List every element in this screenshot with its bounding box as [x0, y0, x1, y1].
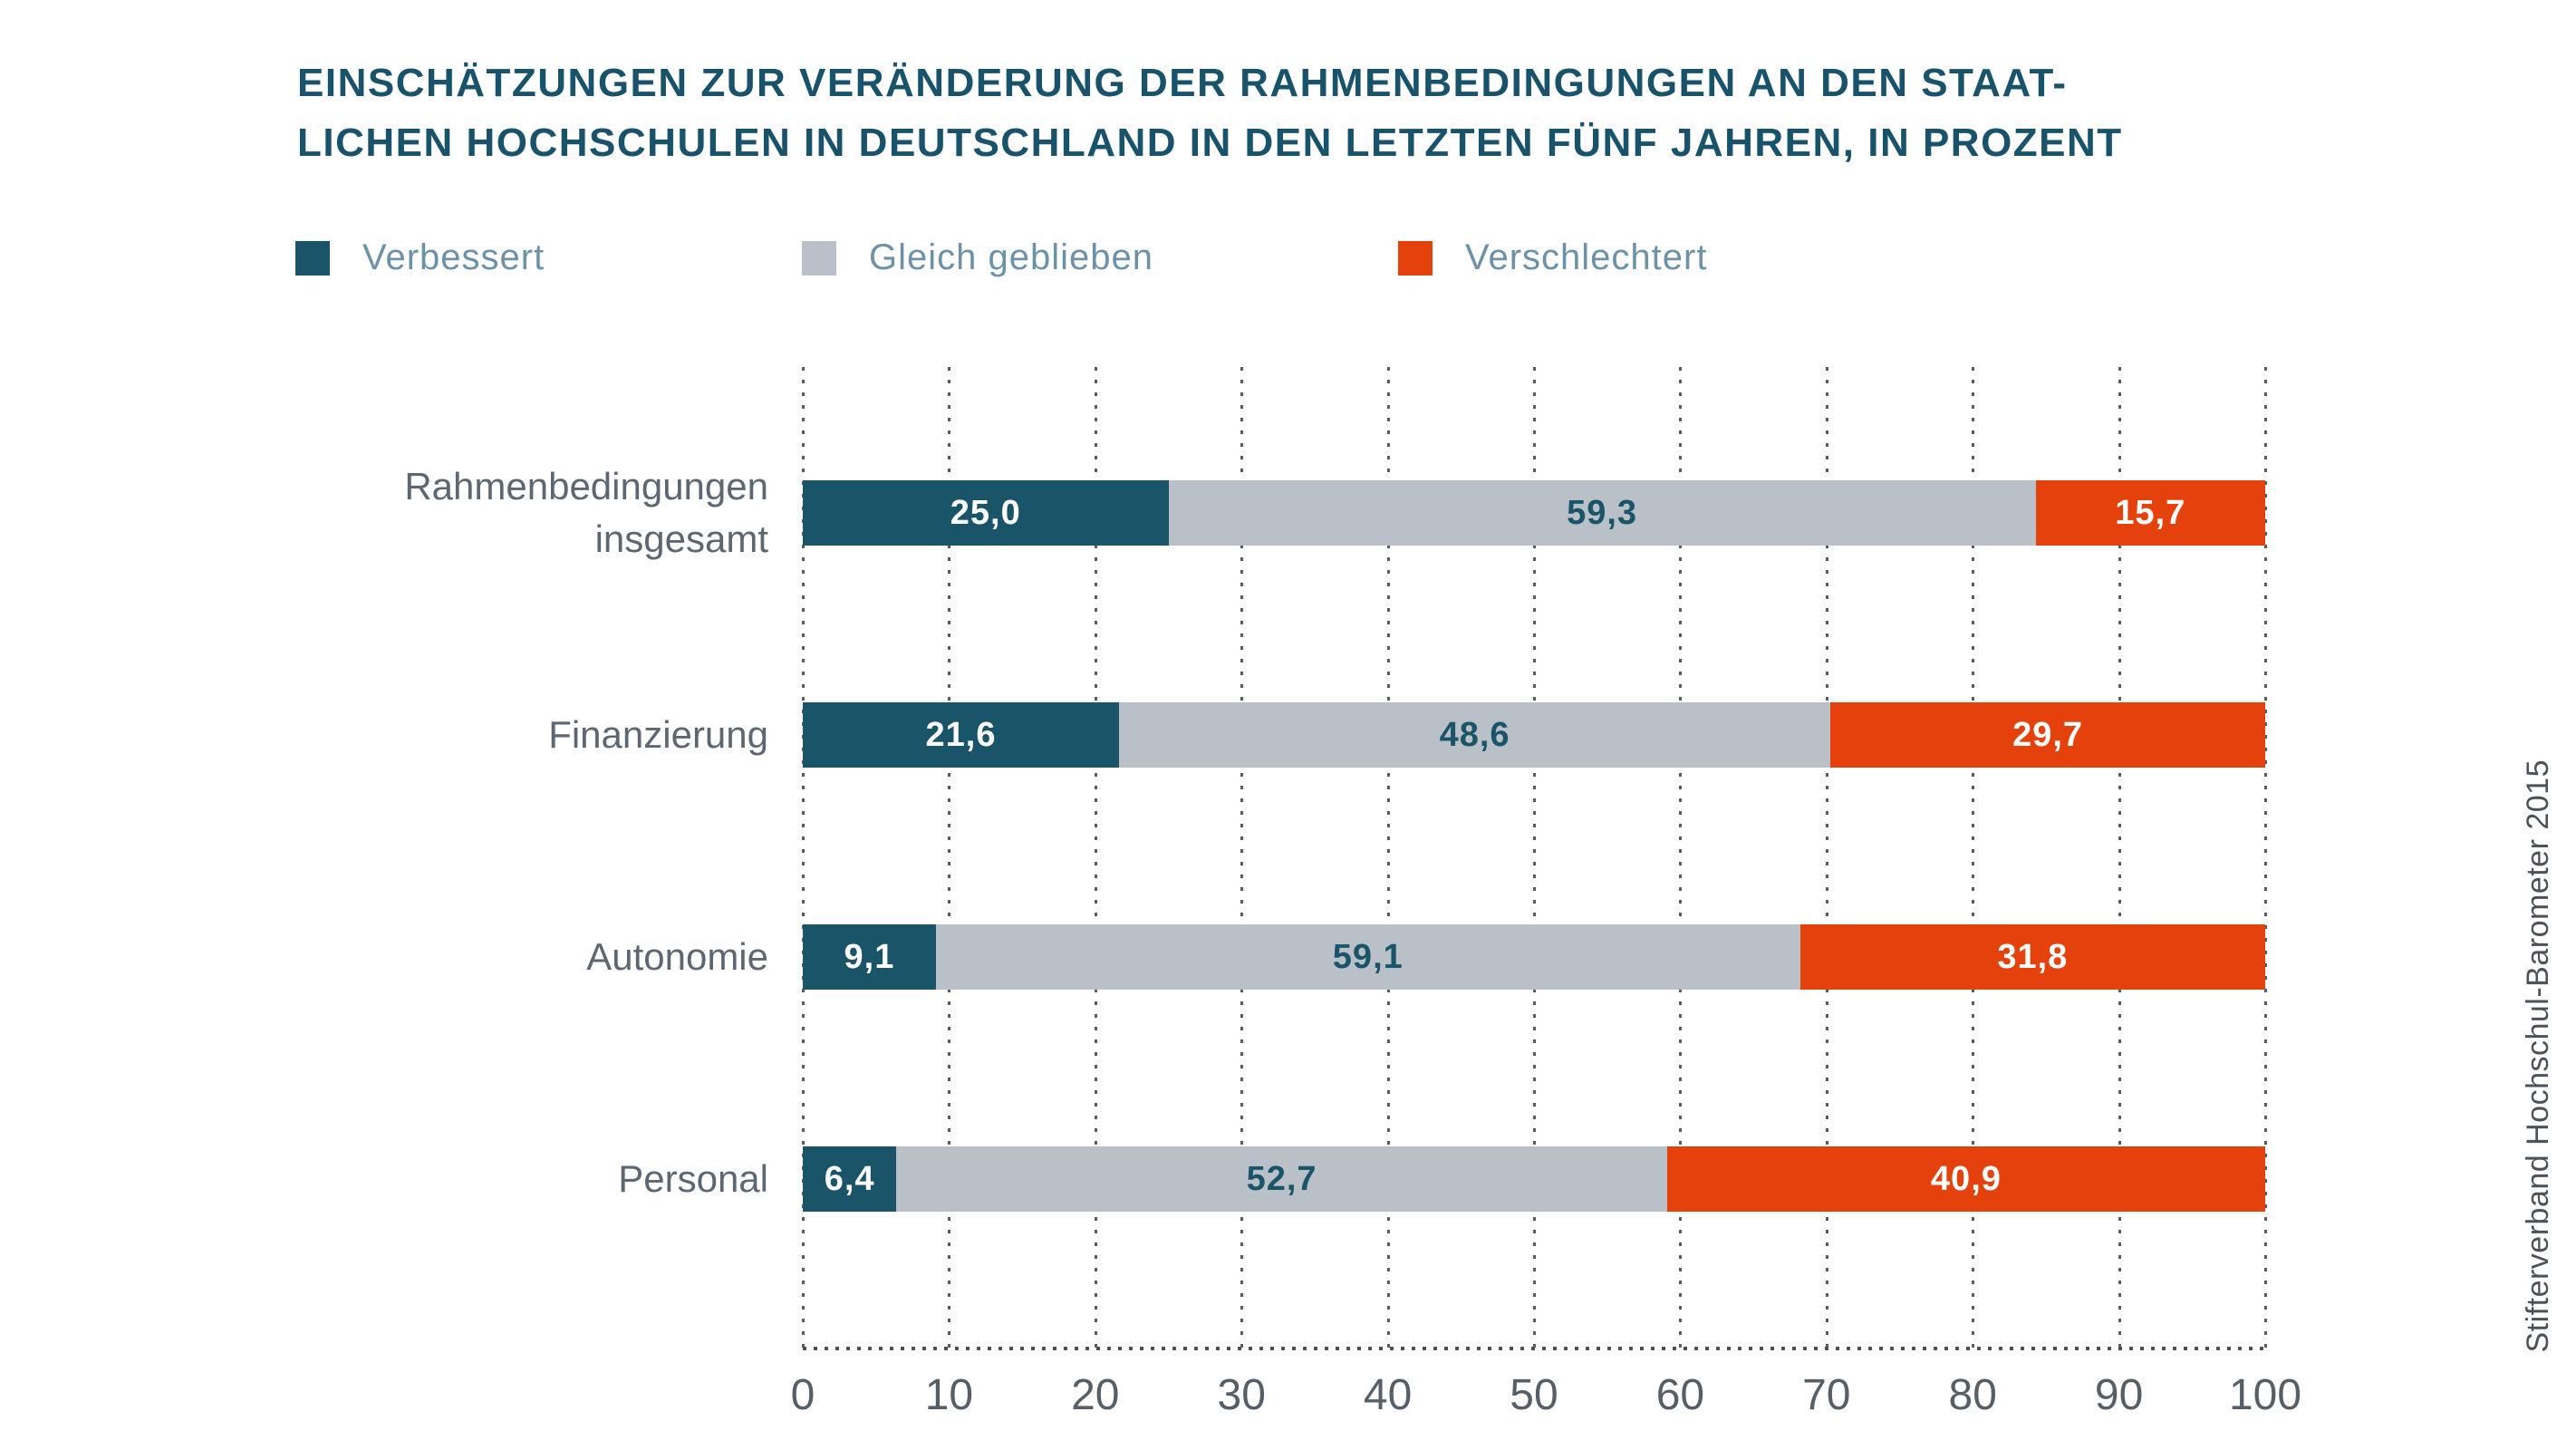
legend-label: Verschlechtert [1465, 237, 1708, 277]
bar-segment: 31,8 [1799, 924, 2265, 990]
bar-row: Autonomie 9,1 59,1 31,8 [586, 924, 2265, 990]
plot-area: Rahmenbedingungen insgesamt 25,0 59,3 15,7 F… [404, 367, 2267, 1350]
category-label: Personal [618, 1157, 768, 1201]
legend-item: Verbessert [295, 237, 802, 278]
value-label: 48,6 [1439, 715, 1510, 754]
gridline [948, 367, 951, 1350]
tick-label: 50 [1510, 1371, 1558, 1419]
value-label: 29,7 [2012, 715, 2084, 754]
bar-row: Finanzierung 21,6 48,6 29,7 [548, 702, 2265, 768]
bar-row: Personal 6,4 52,7 40,9 [618, 1146, 2265, 1212]
gridline [2264, 367, 2267, 1350]
gridline [2118, 367, 2121, 1350]
tick-label: 90 [2094, 1371, 2144, 1419]
tick-label: 60 [1655, 1371, 1705, 1419]
bar-segment: 25,0 [803, 480, 1169, 546]
gridline [1533, 367, 1536, 1350]
tick-label: 30 [1217, 1371, 1266, 1419]
x-axis: 0 10 20 30 40 50 60 70 80 90 100 [791, 1370, 2301, 1434]
gridline [1679, 367, 1683, 1350]
legend-swatch-icon [295, 240, 330, 276]
legend-swatch-icon [802, 240, 836, 276]
bar-segment: 52,7 [896, 1146, 1667, 1212]
gridline [1094, 367, 1097, 1350]
bar-segment: 29,7 [1830, 702, 2265, 768]
category-label: Finanzierung [548, 713, 768, 757]
value-label: 15,7 [2115, 493, 2186, 532]
x-axis-baseline [803, 1347, 2265, 1350]
chart-title-line1: EINSCHÄTZUNGEN ZUR VERÄNDERUNG DER RAHME… [297, 61, 2068, 106]
tick-label: 70 [1802, 1371, 1851, 1419]
tick-label: 100 [2228, 1371, 2302, 1419]
legend-label: Verbessert [362, 237, 545, 277]
gridline [802, 367, 805, 1350]
category-label: Rahmenbedingungen insgesamt [404, 465, 768, 560]
bar-segment: 9,1 [803, 924, 936, 990]
value-label: 40,9 [1930, 1159, 2002, 1198]
value-label: 21,6 [925, 715, 997, 754]
legend-item: Gleich geblieben [802, 237, 1398, 278]
tick-label: 0 [790, 1371, 815, 1419]
chart-title: EINSCHÄTZUNGEN ZUR VERÄNDERUNG DER RAHME… [297, 53, 2123, 173]
bar-segment: 48,6 [1118, 702, 1831, 768]
source-caption: Stifterverband Hochschul-Barometer 2015 [2521, 759, 2555, 1353]
bar-segment: 59,3 [1168, 480, 2036, 546]
value-label: 52,7 [1246, 1159, 1317, 1198]
gridline [1386, 367, 1390, 1350]
chart-title-line2: LICHEN HOCHSCHULEN IN DEUTSCHLAND IN DEN… [297, 121, 2123, 166]
tick-label: 80 [1948, 1371, 1997, 1419]
bar-segment: 59,1 [935, 924, 1800, 990]
bar-segment: 15,7 [2035, 480, 2265, 546]
legend-swatch-icon [1398, 240, 1433, 276]
legend-item: Verschlechtert [1398, 237, 1707, 278]
tick-label: 20 [1071, 1371, 1120, 1419]
value-label: 6,4 [824, 1159, 875, 1198]
gridline [1240, 367, 1244, 1350]
value-label: 25,0 [950, 493, 1021, 532]
tick-label: 10 [924, 1371, 974, 1419]
legend-label: Gleich geblieben [869, 237, 1153, 277]
category-label: Autonomie [586, 935, 768, 979]
value-label: 59,3 [1567, 493, 1638, 532]
gridline [1825, 367, 1828, 1350]
legend: Verbessert Gleich geblieben Verschlechtert [295, 237, 1707, 278]
value-label: 9,1 [844, 937, 895, 976]
gridline [1972, 367, 1975, 1350]
tick-label: 40 [1363, 1371, 1413, 1419]
value-label: 59,1 [1332, 937, 1404, 976]
bar-row: Rahmenbedingungen insgesamt 25,0 59,3 15,7 [404, 465, 2265, 560]
bar-segment: 40,9 [1666, 1146, 2265, 1212]
value-label: 31,8 [1997, 937, 2069, 976]
bar-segment: 21,6 [803, 702, 1119, 768]
bar-segment: 6,4 [803, 1146, 897, 1212]
